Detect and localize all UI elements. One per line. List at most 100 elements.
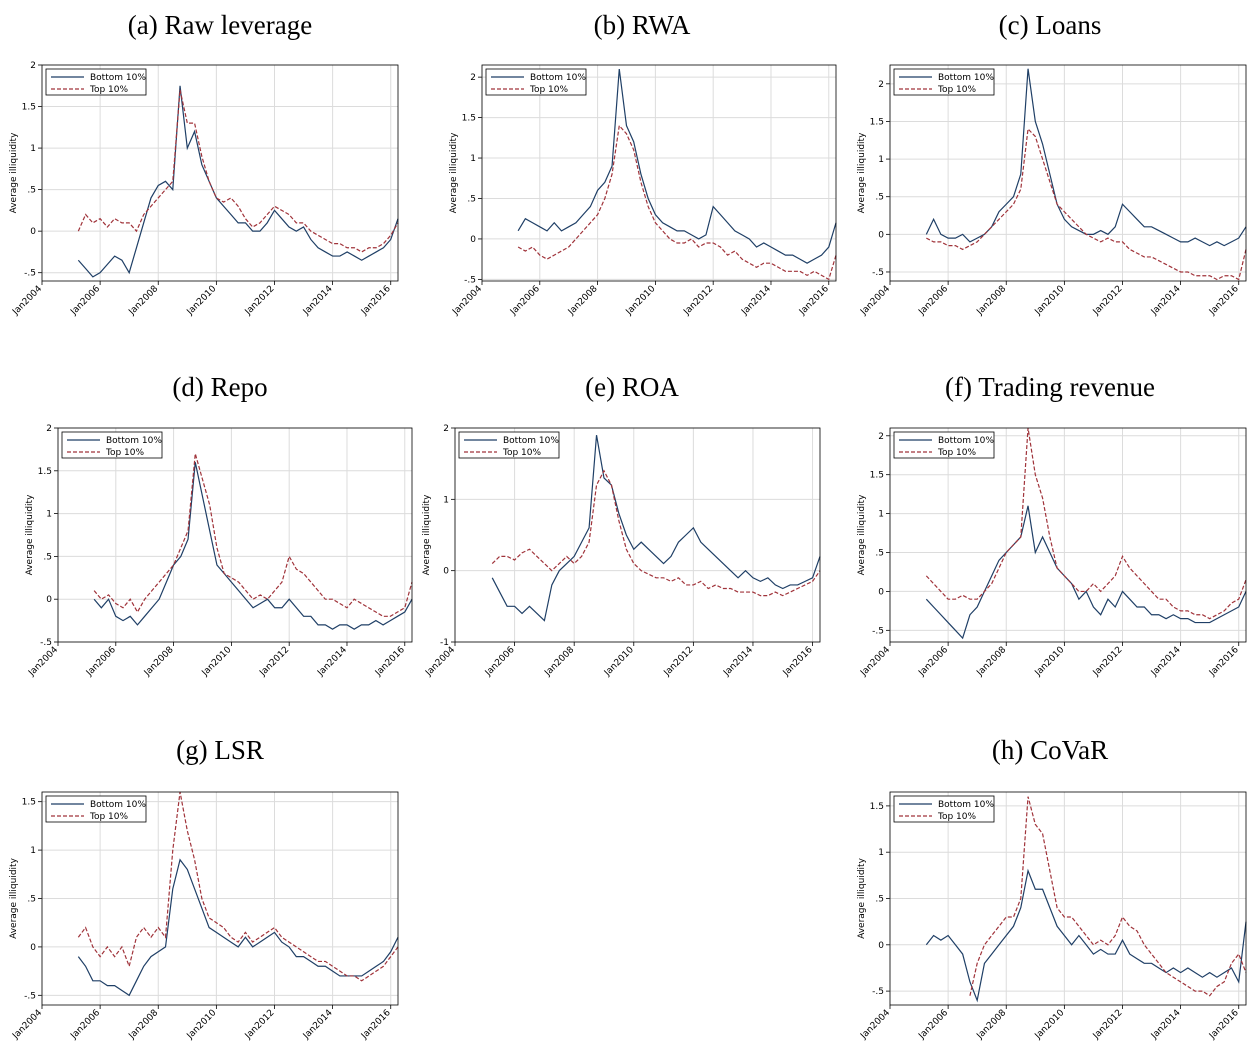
x-tick-label: Jan2016 bbox=[1207, 645, 1241, 679]
legend-box bbox=[893, 431, 995, 459]
plot-frame bbox=[889, 64, 1247, 282]
y-tick-label: 0 bbox=[30, 943, 36, 953]
x-tick-label: Jan2008 bbox=[127, 284, 161, 318]
x-tick-label: Jan2016 bbox=[1207, 1008, 1241, 1042]
x-tick-label: Jan2012 bbox=[1091, 284, 1125, 318]
series-line bbox=[969, 796, 1247, 997]
y-tick-label: 1 bbox=[878, 155, 884, 165]
panel-title: (g) LSR bbox=[176, 735, 264, 765]
series-line bbox=[925, 505, 1247, 640]
legend-label: Bottom 10% bbox=[938, 800, 994, 810]
plot-frame bbox=[57, 427, 413, 643]
panel-title: (f) Trading revenue bbox=[945, 372, 1155, 402]
series-line bbox=[925, 427, 1247, 620]
legend-label: Top 10% bbox=[105, 448, 145, 458]
legend-box bbox=[61, 431, 163, 459]
series-line bbox=[491, 435, 821, 622]
plot-frame bbox=[454, 427, 821, 643]
y-tick-label: 1 bbox=[878, 848, 884, 858]
x-tick-label: Jan2008 bbox=[543, 645, 577, 679]
x-tick-label: Jan2012 bbox=[258, 645, 292, 679]
y-axis-label: Average illiquidity bbox=[9, 857, 19, 938]
x-tick-label: Jan2008 bbox=[975, 1008, 1009, 1042]
x-tick-label: Jan2008 bbox=[975, 645, 1009, 679]
y-tick-label: 0 bbox=[443, 567, 449, 577]
y-tick-label: -.5 bbox=[24, 269, 36, 279]
panel-title: (e) ROA bbox=[585, 372, 679, 402]
legend-label: Top 10% bbox=[937, 85, 977, 95]
panel: (f) Trading revenue -.5 0 .5 1 1.5 2 Jan2004 Jan… bbox=[857, 372, 1247, 679]
y-tick-label: .5 bbox=[875, 193, 884, 203]
y-tick-label: -1 bbox=[440, 638, 449, 648]
y-tick-label: 1 bbox=[30, 144, 36, 154]
plot-area bbox=[42, 65, 398, 281]
legend-label: Bottom 10% bbox=[90, 800, 146, 810]
series-line bbox=[926, 127, 1247, 281]
y-tick-label: 2 bbox=[878, 80, 884, 90]
panel: (h) CoVaR -.5 0 .5 1 1.5 Jan2004 Jan2006 Jan2008… bbox=[857, 735, 1247, 1042]
series-line bbox=[77, 791, 399, 982]
x-tick-label: Jan2010 bbox=[1033, 1008, 1067, 1042]
y-tick-label: 2 bbox=[443, 424, 449, 434]
series-line bbox=[77, 858, 399, 997]
series-line bbox=[77, 89, 399, 253]
x-tick-label: Jan2006 bbox=[483, 645, 517, 679]
series-line bbox=[925, 868, 1247, 1003]
x-tick-label: Jan2008 bbox=[127, 1008, 161, 1042]
y-tick-label: 1.5 bbox=[870, 802, 884, 812]
x-tick-label: Jan2008 bbox=[566, 284, 600, 318]
legend-label: Top 10% bbox=[502, 448, 542, 458]
y-tick-label: 1.5 bbox=[870, 471, 884, 481]
x-tick-label: Jan2006 bbox=[508, 284, 542, 318]
y-tick-label: 1 bbox=[46, 510, 52, 520]
legend-label: Top 10% bbox=[937, 448, 977, 458]
x-tick-label: Jan2014 bbox=[1149, 1008, 1183, 1042]
y-tick-label: .5 bbox=[27, 895, 36, 905]
y-tick-label: 0 bbox=[46, 595, 52, 605]
series-line bbox=[93, 453, 413, 617]
x-tick-label: Jan2016 bbox=[359, 284, 393, 318]
x-tick-label: Jan2016 bbox=[781, 645, 815, 679]
y-tick-label: 1.5 bbox=[22, 798, 36, 808]
y-axis-label: Average illiquidity bbox=[9, 132, 19, 213]
legend-label: Bottom 10% bbox=[106, 436, 162, 446]
y-tick-label: .5 bbox=[875, 549, 884, 559]
x-tick-label: Jan2006 bbox=[84, 645, 118, 679]
x-tick-label: Jan2006 bbox=[68, 284, 102, 318]
plot-area bbox=[455, 428, 820, 642]
y-tick-label: -.5 bbox=[872, 268, 884, 278]
x-tick-label: Jan2004 bbox=[858, 1008, 892, 1042]
x-tick-label: Jan2010 bbox=[1033, 645, 1067, 679]
legend-label: Bottom 10% bbox=[530, 73, 586, 83]
series-line bbox=[77, 85, 399, 278]
y-tick-label: 2 bbox=[878, 432, 884, 442]
plot-frame bbox=[41, 64, 399, 282]
legend-box bbox=[485, 68, 587, 96]
legend-label: Bottom 10% bbox=[90, 73, 146, 83]
x-tick-label: Jan2004 bbox=[858, 284, 892, 318]
x-tick-label: Jan2016 bbox=[373, 645, 407, 679]
panel-title: (a) Raw leverage bbox=[128, 10, 312, 40]
x-tick-label: Jan2012 bbox=[1091, 1008, 1125, 1042]
y-tick-label: 0 bbox=[878, 587, 884, 597]
legend-label: Top 10% bbox=[89, 85, 129, 95]
y-tick-label: .5 bbox=[875, 895, 884, 905]
legend-label: Bottom 10% bbox=[938, 73, 994, 83]
panel: (d) Repo -.5 0 .5 1 1.5 2 Jan2004 Jan2006 Jan2008… bbox=[25, 372, 413, 679]
y-tick-label: 1 bbox=[878, 510, 884, 520]
panel: (b) RWA -.5 0 .5 1 1.5 2 Jan2004 Jan2006 Jan2008 J… bbox=[449, 10, 837, 318]
x-tick-label: Jan2014 bbox=[315, 645, 349, 679]
y-axis-label: Average illiquidity bbox=[449, 132, 459, 213]
y-tick-label: -.5 bbox=[24, 991, 36, 1001]
x-tick-label: Jan2004 bbox=[423, 645, 457, 679]
legend-label: Top 10% bbox=[937, 812, 977, 822]
x-tick-label: Jan2004 bbox=[10, 284, 44, 318]
y-axis-label: Average illiquidity bbox=[422, 494, 432, 575]
x-tick-label: Jan2010 bbox=[200, 645, 234, 679]
x-tick-label: Jan2008 bbox=[142, 645, 176, 679]
y-tick-label: 0 bbox=[878, 230, 884, 240]
series-line bbox=[93, 462, 413, 630]
y-tick-label: 0 bbox=[30, 227, 36, 237]
series-line bbox=[491, 469, 821, 597]
